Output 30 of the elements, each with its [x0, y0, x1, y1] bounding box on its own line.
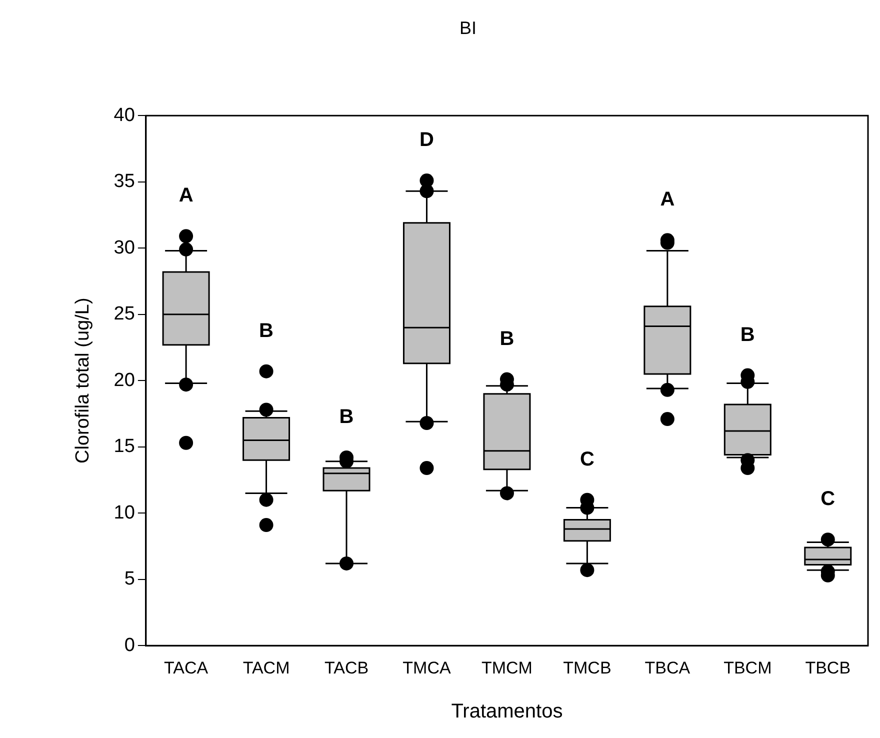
annotation: C	[580, 448, 594, 470]
x-axis-title: Tratamentos	[451, 700, 563, 723]
y-tick-label: 10	[114, 502, 135, 524]
y-tick-label: 0	[124, 634, 135, 656]
annotation: C	[820, 488, 836, 510]
x-tick-label: TACB	[324, 658, 369, 678]
x-tick-label: TBCA	[644, 658, 691, 678]
x-tick-label: TBCM	[724, 658, 772, 678]
annotation: B	[500, 328, 514, 350]
annotation: B	[339, 406, 354, 428]
y-axis-title: Clorofila total (ug/L)	[72, 298, 94, 464]
y-tick-label: 20	[114, 370, 135, 391]
y-tick-label: 40	[114, 104, 135, 126]
chart-title: BI	[459, 18, 477, 38]
x-tick-label: TACA	[164, 658, 209, 678]
annotation: B	[740, 324, 755, 346]
y-tick-label: 5	[124, 568, 135, 590]
annotation: A	[660, 188, 675, 211]
x-tick-label: TBCB	[805, 658, 851, 678]
y-tick-label: 35	[114, 171, 135, 192]
annotation: D	[420, 129, 434, 152]
x-tick-label: TMCM	[481, 658, 532, 678]
x-tick-label: TMCB	[563, 658, 612, 678]
x-tick-label: TMCA	[402, 658, 452, 678]
annotation: B	[259, 320, 274, 342]
annotation: A	[178, 184, 194, 207]
x-tick-label: TACM	[242, 658, 290, 678]
y-tick-label: 30	[114, 237, 135, 258]
y-tick-label: 15	[114, 436, 135, 458]
y-tick-label: 25	[114, 304, 135, 325]
